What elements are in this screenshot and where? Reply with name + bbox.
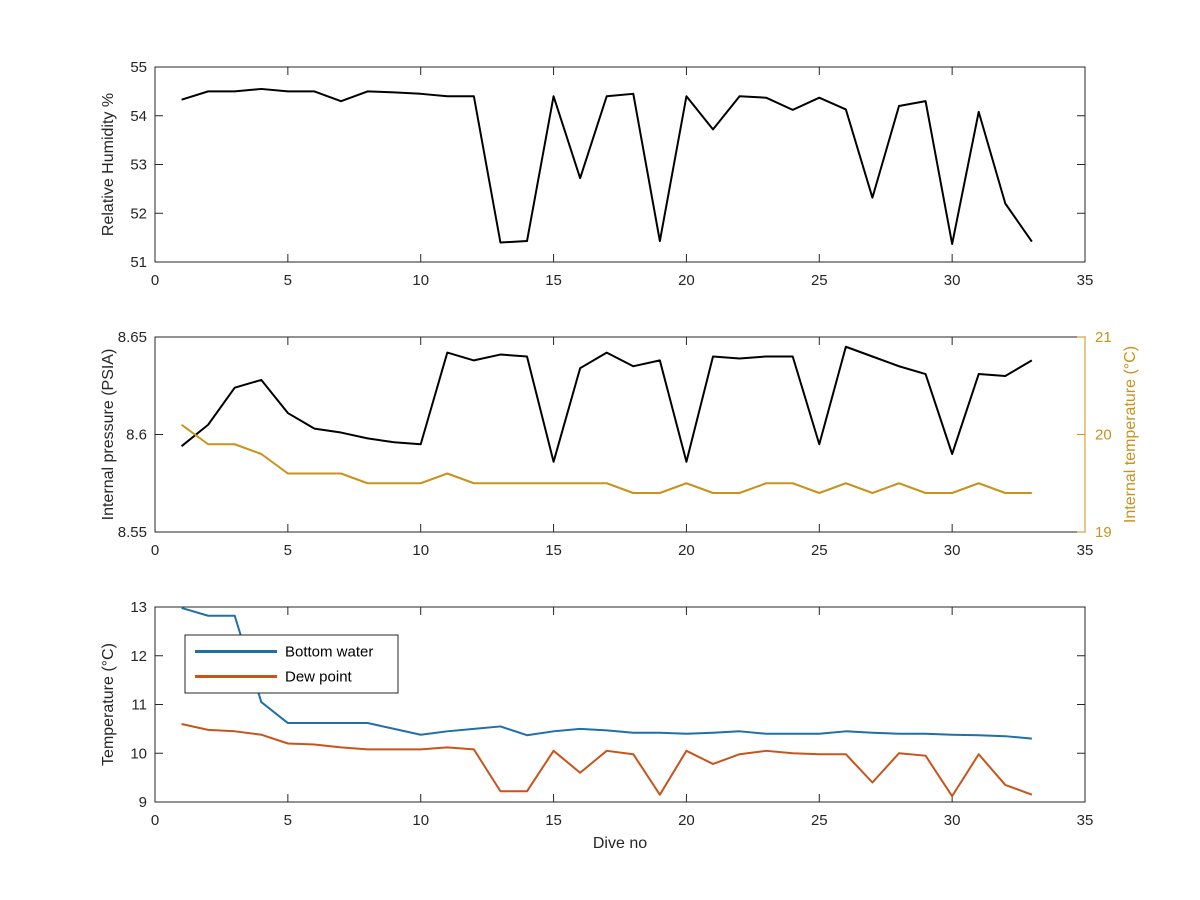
x-tick-label: 10 (412, 542, 429, 559)
x-tick-label: 10 (412, 812, 429, 829)
x-tick-label: 15 (545, 812, 562, 829)
x-tick-label: 20 (678, 812, 695, 829)
x-tick-label: 5 (284, 542, 292, 559)
x-tick-label: 20 (678, 272, 695, 289)
y-tick-label: 11 (131, 697, 147, 714)
x-tick-label: 0 (151, 272, 159, 289)
y-tick-label: 9 (139, 794, 147, 811)
x-tick-label: 5 (284, 272, 292, 289)
y-tick-label: 53 (130, 157, 147, 174)
x-tick-label: 15 (545, 542, 562, 559)
legend-box (184, 634, 399, 694)
legend: Bottom water Dew point (184, 634, 399, 694)
y-tick-label: 55 (130, 59, 147, 76)
y2-tick-label: 19 (1095, 524, 1112, 541)
x-tick-label: 25 (811, 812, 828, 829)
x-tick-label: 35 (1077, 812, 1094, 829)
plot-2: 0 5 10 15 20 25 30 35 8.55 8.6 8.65 19 20 21 Internal … (100, 329, 1139, 559)
x-tick-label: 30 (944, 542, 961, 559)
y-tick-label: 13 (130, 599, 147, 616)
y-tick-label: 52 (130, 205, 147, 222)
x-axis-label: Dive no (593, 835, 647, 852)
plot-1: 0 5 10 15 20 25 30 35 51 52 53 54 55 Relative Humidit… (100, 59, 1093, 289)
y-tick-label: 10 (130, 745, 147, 762)
y-tick-label: 51 (130, 254, 147, 271)
y2-axis-label: Internal temperature (°C) (1122, 346, 1139, 523)
x-tick-label: 30 (944, 812, 961, 829)
y-tick-label: 8.6 (126, 427, 147, 444)
y-tick-label: 54 (130, 108, 147, 125)
y-tick-label: 12 (130, 648, 147, 665)
plot-3: 0 5 10 15 20 25 30 35 9 10 11 12 13 Temperature (°C) D… (100, 599, 1093, 852)
y-axis-label: Relative Humidity % (100, 93, 117, 236)
legend-label: Dew point (285, 669, 353, 686)
x-tick-label: 10 (412, 272, 429, 289)
series-line-dew-point (181, 723, 1033, 798)
y2-tick-label: 20 (1095, 427, 1112, 444)
y-axis-label: Temperature (°C) (100, 643, 117, 766)
x-tick-label: 0 (151, 542, 159, 559)
x-tick-label: 35 (1077, 272, 1094, 289)
x-tick-label: 25 (811, 542, 828, 559)
y-tick-label: 8.65 (118, 329, 147, 346)
series-line-bottom-water (181, 607, 1032, 740)
y2-tick-label: 21 (1095, 329, 1112, 346)
x-tick-label: 15 (545, 272, 562, 289)
x-tick-label: 5 (284, 812, 292, 829)
x-tick-label: 35 (1077, 542, 1094, 559)
x-tick-label: 0 (151, 812, 159, 829)
series-line-2 (180, 423, 1032, 494)
x-tick-label: 30 (944, 272, 961, 289)
x-tick-label: 20 (678, 542, 695, 559)
legend-label: Bottom water (285, 644, 373, 661)
series-line-1 (181, 87, 1033, 245)
series-line-1 (180, 345, 1033, 463)
y-axis-label: Internal pressure (PSIA) (100, 349, 117, 521)
x-tick-label: 25 (811, 272, 828, 289)
y-tick-label: 8.55 (118, 524, 147, 541)
